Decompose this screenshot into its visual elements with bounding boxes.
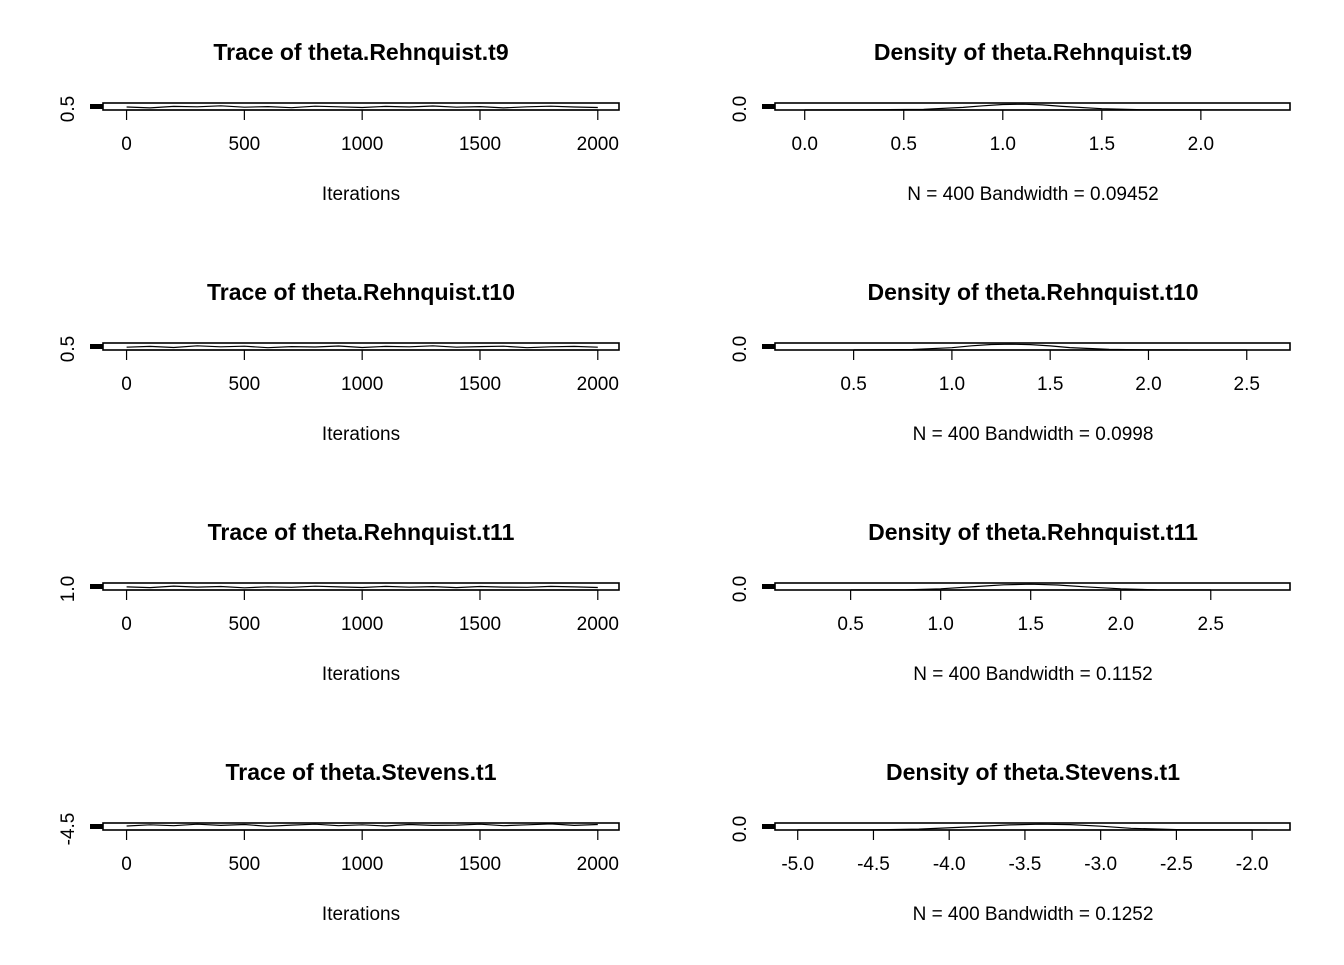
x-axis-label: Iterations (322, 184, 400, 205)
x-tick-label: 0.5 (891, 134, 917, 155)
x-tick-label: -3.5 (1009, 854, 1042, 875)
x-tick-label: 1500 (459, 374, 501, 395)
panel-title: Density of theta.Stevens.t1 (886, 759, 1180, 785)
y-axis-ticks (762, 584, 775, 589)
x-tick-label: 1500 (459, 134, 501, 155)
y-axis-ticks (90, 584, 103, 589)
panel-title: Trace of theta.Rehnquist.t10 (207, 279, 515, 305)
plot-frame (774, 342, 1291, 351)
x-tick-label: 1000 (341, 374, 383, 395)
x-tick-label: -2.5 (1160, 854, 1193, 875)
y-axis-ticks (90, 344, 103, 349)
x-tick-label: 0.5 (837, 614, 863, 635)
panel-3-density: Density of theta.Rehnquist.t11 0.0 0.5 1.0 1… (730, 519, 1291, 685)
x-tick-label: 1500 (459, 614, 501, 635)
x-tick-label: 0 (121, 614, 132, 635)
series-line (853, 343, 1188, 350)
y-axis-ticks (762, 344, 775, 349)
x-tick-label: 1500 (459, 854, 501, 875)
x-tick-label: -3.0 (1084, 854, 1117, 875)
x-axis-label: N = 400 Bandwidth = 0.1252 (913, 904, 1154, 925)
x-axis-label: N = 400 Bandwidth = 0.1152 (913, 664, 1152, 685)
series-line (126, 823, 598, 827)
y-tick-label: 0.5 (58, 96, 79, 122)
x-tick-label: 2000 (577, 374, 619, 395)
x-tick-label: 2000 (577, 854, 619, 875)
panel-2-density: Density of theta.Rehnquist.t10 0.0 0.5 1.0 1… (730, 279, 1291, 445)
series-line (126, 105, 598, 109)
panel-title: Density of theta.Rehnquist.t10 (868, 279, 1199, 305)
x-tick-label: 1.0 (990, 134, 1016, 155)
x-tick-label: 0.5 (840, 374, 866, 395)
x-tick-label: 500 (229, 134, 261, 155)
y-axis-ticks (762, 104, 775, 109)
y-tick-label: 0.0 (730, 816, 751, 842)
x-tick-label: 1.0 (939, 374, 965, 395)
panel-2-trace: Trace of theta.Rehnquist.t10 0.5 0 500 1000 1… (58, 279, 620, 445)
y-axis-ticks (90, 824, 103, 829)
y-tick-label: 0.5 (58, 336, 79, 362)
x-tick-label: 500 (229, 854, 261, 875)
x-tick-label: 2000 (577, 134, 619, 155)
panel-title: Density of theta.Rehnquist.t9 (874, 39, 1192, 65)
series-line (850, 583, 1211, 590)
panel-title: Density of theta.Rehnquist.t11 (868, 519, 1198, 545)
x-tick-label: 0 (121, 854, 132, 875)
y-tick-label: 1.0 (58, 576, 79, 602)
x-axis-label: N = 400 Bandwidth = 0.09452 (907, 184, 1158, 205)
x-tick-label: 2.5 (1198, 614, 1224, 635)
x-tick-label: 0 (121, 374, 132, 395)
x-tick-label: 500 (229, 374, 261, 395)
x-tick-label: 1000 (341, 134, 383, 155)
panel-title: Trace of theta.Stevens.t1 (226, 759, 497, 785)
y-tick-label: 0.0 (730, 96, 751, 122)
panel-4-density: Density of theta.Stevens.t1 0.0 -5.0 -4.5 -4… (730, 759, 1291, 925)
x-tick-label: -2.0 (1236, 854, 1269, 875)
x-tick-label: 0 (121, 134, 132, 155)
x-axis-label: N = 400 Bandwidth = 0.0998 (913, 424, 1154, 445)
x-axis-label: Iterations (322, 424, 400, 445)
series-line (126, 345, 598, 349)
x-tick-label: -5.0 (781, 854, 814, 875)
x-tick-label: -4.0 (933, 854, 966, 875)
x-axis-label: Iterations (322, 904, 400, 925)
x-tick-label: 2.5 (1234, 374, 1260, 395)
y-tick-label: -4.5 (58, 813, 79, 846)
panel-3-trace: Trace of theta.Rehnquist.t11 1.0 0 500 1000 1… (58, 519, 620, 685)
series-line (797, 823, 1268, 830)
x-tick-label: 1.5 (1017, 614, 1043, 635)
x-tick-label: 1.0 (927, 614, 953, 635)
y-axis-ticks (90, 104, 103, 109)
x-tick-label: 1.5 (1089, 134, 1115, 155)
panel-1-trace: Trace of theta.Rehnquist.t9 0.5 0 500 1000 15… (58, 39, 620, 205)
x-tick-label: -4.5 (857, 854, 890, 875)
x-tick-label: 2.0 (1188, 134, 1214, 155)
x-tick-label: 1000 (341, 854, 383, 875)
series-line (804, 103, 1261, 110)
series-line (126, 585, 598, 589)
x-tick-label: 2.0 (1108, 614, 1134, 635)
x-axis-label: Iterations (322, 664, 400, 685)
x-tick-label: 1000 (341, 614, 383, 635)
panel-title: Trace of theta.Rehnquist.t9 (213, 39, 508, 65)
panel-1-density: Density of theta.Rehnquist.t9 0.0 0.0 0.5 1.… (730, 39, 1291, 205)
panel-title: Trace of theta.Rehnquist.t11 (208, 519, 515, 545)
panel-4-trace: Trace of theta.Stevens.t1 -4.5 0 500 1000 150… (58, 759, 620, 925)
y-axis-ticks (762, 824, 775, 829)
y-tick-label: 0.0 (730, 336, 751, 362)
x-tick-label: 2000 (577, 614, 619, 635)
x-tick-label: 2.0 (1135, 374, 1161, 395)
x-tick-label: 500 (229, 614, 261, 635)
x-tick-label: 0.0 (792, 134, 818, 155)
x-tick-label: 1.5 (1037, 374, 1063, 395)
y-tick-label: 0.0 (730, 576, 751, 602)
